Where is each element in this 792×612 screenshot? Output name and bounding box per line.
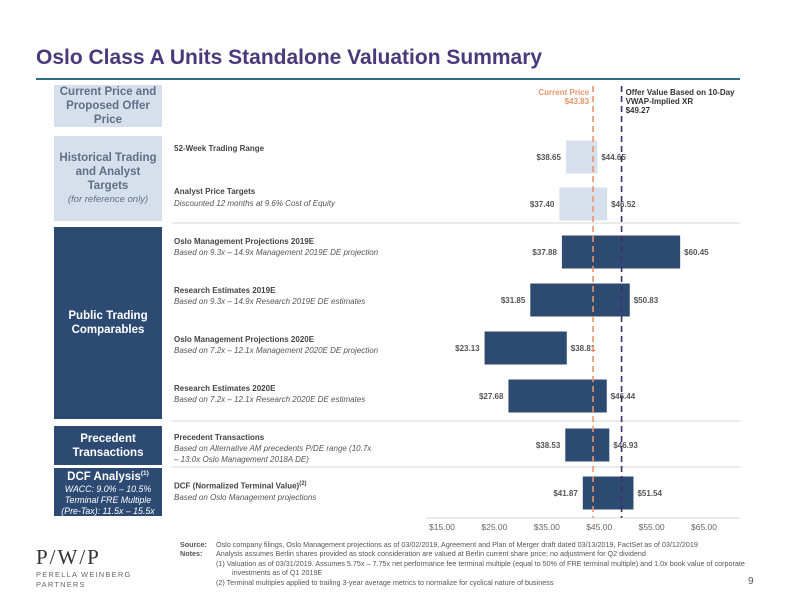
row-description: Discounted 12 months at 9.6% Cost of Equ… <box>174 199 335 208</box>
low-value-label: $38.53 <box>536 441 561 450</box>
range-bar <box>530 283 630 317</box>
high-value-label: $38.81 <box>571 344 596 353</box>
row-description: Based on Alternative AM precedents P/DE … <box>174 444 372 464</box>
range-bar <box>508 379 607 413</box>
row-title: Research Estimates 2019E <box>174 286 276 295</box>
source-label: Source: <box>180 540 207 549</box>
row-title: 52-Week Trading Range <box>174 144 265 153</box>
notes-text: Analysis assumes Berlin shares provided … <box>216 549 646 559</box>
category-historical-trading: Historical Trading and Analyst Targets (… <box>54 136 162 221</box>
category-label: Public Trading Comparables <box>68 310 148 336</box>
range-bar <box>582 476 634 510</box>
low-value-label: $37.40 <box>530 200 555 209</box>
range-bar <box>565 428 610 462</box>
offer-value-label: VWAP-Implied XR <box>626 97 694 106</box>
notes-label: Notes: <box>180 549 203 559</box>
logo-name-line2: PARTNERS <box>36 580 86 589</box>
category-label: Precedent Transactions <box>72 432 144 459</box>
footer-notes: Source: Oslo company filings, Oslo Manage… <box>180 540 760 587</box>
high-value-label: $46.44 <box>611 392 636 401</box>
row-title: Analyst Price Targets <box>174 187 256 196</box>
row-title: Oslo Management Projections 2019E <box>174 237 315 246</box>
row-description: Based on 9.3x – 14.9x Management 2019E D… <box>174 248 379 257</box>
row-description: Based on 7.2x – 12.1x Management 2020E D… <box>174 346 379 355</box>
low-value-label: $31.85 <box>501 296 526 305</box>
page-title: Oslo Class A Units Standalone Valuation … <box>36 46 543 69</box>
high-value-label: $50.83 <box>634 296 659 305</box>
category-public-trading: Public Trading Comparables <box>54 227 162 419</box>
x-tick-label: $15.00 <box>429 522 455 532</box>
row-title: Oslo Management Projections 2020E <box>174 335 315 344</box>
logo-mark: P/W/P <box>36 545 101 569</box>
high-value-label: $46.93 <box>613 441 638 450</box>
source-text: Oslo company filings, Oslo Management pr… <box>216 540 698 549</box>
footnote-marker: (1) <box>140 470 149 478</box>
current-price-label: Current Price <box>538 88 589 97</box>
low-value-label: $38.65 <box>536 153 561 162</box>
range-bar <box>565 140 598 174</box>
offer-value-value: $49.27 <box>626 106 651 115</box>
high-value-label: $46.52 <box>611 200 636 209</box>
low-value-label: $37.88 <box>532 248 557 257</box>
offer-value-label: Offer Value Based on 10-Day <box>626 88 735 97</box>
footnote-1: (1) Valuation as of 03/31/2019. Assumes … <box>216 558 745 568</box>
row-description: Based on Oslo Management projections <box>174 493 317 502</box>
range-bar <box>484 331 567 365</box>
high-value-label: $44.65 <box>601 153 626 162</box>
category-current-price: Current Price and Proposed Offer Price <box>54 85 162 127</box>
row-description: Based on 7.2x – 12.1x Research 2020E DE … <box>174 395 366 404</box>
footnote-2: (2) Terminal multiples applied to traili… <box>216 577 554 587</box>
logo-name-line1: PERELLA WEINBERG <box>36 570 132 579</box>
row-title: DCF (Normalized Terminal Value)(2) <box>174 481 307 491</box>
low-value-label: $41.87 <box>553 489 578 498</box>
x-tick-label: $65.00 <box>691 522 717 532</box>
category-precedent-transactions: Precedent Transactions <box>54 426 162 465</box>
category-dcf-analysis: DCF Analysis(1) WACC: 9.0% – 10.5% Termi… <box>54 468 162 516</box>
category-label: Current Price and Proposed Offer Price <box>59 86 157 126</box>
title-divider <box>36 78 740 80</box>
x-tick-label: $25.00 <box>481 522 507 532</box>
category-label: DCF Analysis(1) <box>67 470 149 483</box>
footnote-marker: (2) <box>299 481 307 487</box>
low-value-label: $23.13 <box>455 344 480 353</box>
x-tick-label: $55.00 <box>639 522 665 532</box>
current-price-value: $43.83 <box>565 97 590 106</box>
x-tick-label: $35.00 <box>534 522 560 532</box>
high-value-label: $60.45 <box>684 248 709 257</box>
range-bar <box>559 187 608 221</box>
page-number: 9 <box>748 576 754 587</box>
footnote-1-continued: investments as of Q1 2019E <box>232 568 323 578</box>
x-tick-label: $45.00 <box>586 522 612 532</box>
low-value-label: $27.68 <box>479 392 504 401</box>
row-title: Precedent Transactions <box>174 433 265 442</box>
category-sublabel: (for reference only) <box>67 194 149 205</box>
high-value-label: $51.54 <box>637 489 662 498</box>
company-logo: P/W/P PERELLA WEINBERG PARTNERS <box>36 545 131 590</box>
row-description: Based on 9.3x – 14.9x Research 2019E DE … <box>174 297 366 306</box>
category-sublabel: WACC: 9.0% – 10.5% Terminal FRE Multiple… <box>61 483 155 516</box>
category-label: Historical Trading and Analyst Targets <box>59 152 157 192</box>
row-title: Research Estimates 2020E <box>174 384 276 393</box>
